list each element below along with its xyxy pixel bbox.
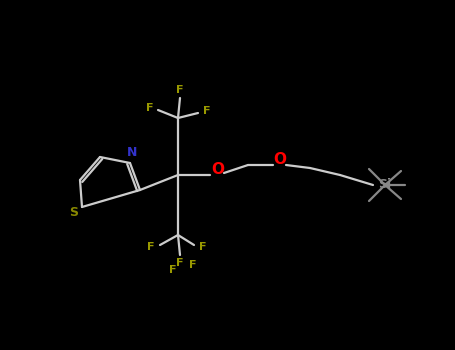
Text: O: O [212,162,224,177]
Text: Si: Si [379,178,392,191]
Text: F: F [176,258,184,268]
Text: F: F [203,106,211,116]
Text: F: F [176,85,184,95]
Text: F: F [146,103,154,113]
Text: F: F [189,260,197,270]
Text: S: S [70,205,79,218]
Text: N: N [127,147,137,160]
Text: F: F [169,265,177,275]
Text: F: F [199,242,207,252]
Text: O: O [273,153,287,168]
Text: F: F [147,242,155,252]
